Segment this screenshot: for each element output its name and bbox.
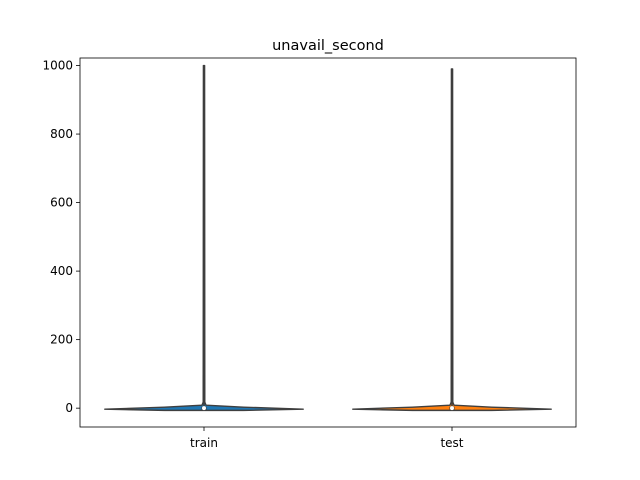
y-tick-label: 200 [50, 333, 73, 347]
y-tick-label: 800 [50, 127, 73, 141]
chart-title: unavail_second [272, 38, 384, 54]
y-tick-label: 1000 [42, 59, 73, 73]
plot-frame [79, 57, 577, 428]
median-marker-train [202, 406, 206, 411]
x-tick-label: train [190, 436, 218, 450]
y-tick-label: 400 [50, 264, 73, 278]
y-tick-label: 0 [65, 401, 73, 415]
x-tick-label: test [440, 436, 463, 450]
violins-group [104, 64, 552, 412]
y-tick-label: 600 [50, 196, 73, 210]
x-axis: train test [190, 427, 464, 450]
median-marker-test [450, 406, 454, 411]
y-axis: 0 200 400 600 800 1000 [42, 59, 80, 415]
